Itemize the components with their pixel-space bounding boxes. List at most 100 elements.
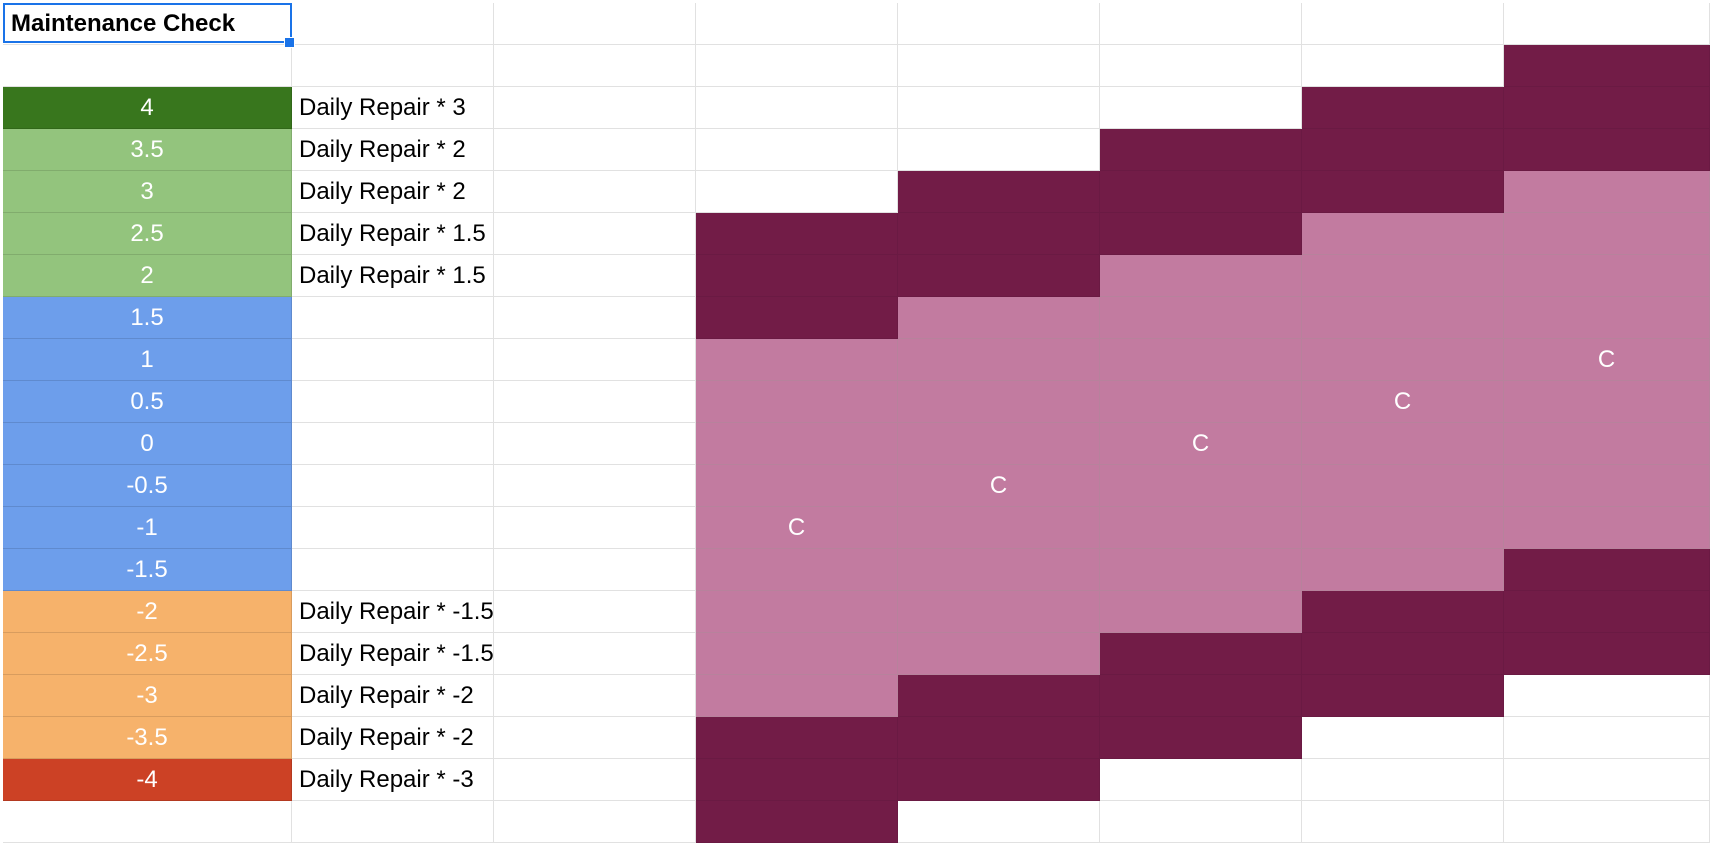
repair-formula-cell[interactable]: Daily Repair * 3 [292,87,494,129]
dark-band-cell[interactable] [1100,129,1302,171]
level-value-cell[interactable]: -1 [3,507,292,549]
repair-formula-cell[interactable]: Daily Repair * -2 [292,717,494,759]
sheet-cell[interactable] [1504,3,1710,45]
sheet-cell[interactable] [696,45,898,87]
dark-band-cell[interactable] [1100,171,1302,213]
light-band-cell[interactable] [1100,507,1302,549]
light-band-cell[interactable] [1302,507,1504,549]
dark-band-cell[interactable] [696,801,898,843]
dark-band-cell[interactable] [1302,591,1504,633]
light-band-cell[interactable] [898,297,1100,339]
light-band-cell[interactable] [1302,255,1504,297]
sheet-cell[interactable] [494,549,696,591]
light-band-cell[interactable] [1504,465,1710,507]
sheet-cell[interactable] [1302,801,1504,843]
repair-formula-cell[interactable]: Daily Repair * 1.5 [292,255,494,297]
level-value-cell[interactable]: 0 [3,423,292,465]
sheet-cell[interactable] [292,45,494,87]
sheet-cell[interactable] [494,297,696,339]
sheet-cell[interactable] [1504,759,1710,801]
marker-cell[interactable]: C [696,507,898,549]
level-value-cell[interactable]: 2 [3,255,292,297]
light-band-cell[interactable] [898,549,1100,591]
sheet-cell[interactable] [494,45,696,87]
level-value-cell[interactable]: 3 [3,171,292,213]
sheet-cell[interactable] [494,465,696,507]
repair-formula-cell[interactable]: Daily Repair * -1.5 [292,591,494,633]
light-band-cell[interactable] [696,339,898,381]
sheet-cell[interactable] [494,213,696,255]
repair-formula-cell[interactable] [292,423,494,465]
repair-formula-cell[interactable]: Daily Repair * -1.5 [292,633,494,675]
repair-formula-cell[interactable]: Daily Repair * -3 [292,759,494,801]
light-band-cell[interactable] [1504,171,1710,213]
sheet-cell[interactable] [494,171,696,213]
sheet-cell[interactable] [1302,759,1504,801]
light-band-cell[interactable] [898,339,1100,381]
level-value-cell[interactable]: 0.5 [3,381,292,423]
light-band-cell[interactable] [1504,381,1710,423]
light-band-cell[interactable] [1100,339,1302,381]
sheet-cell[interactable] [494,801,696,843]
level-value-cell[interactable]: -0.5 [3,465,292,507]
dark-band-cell[interactable] [1504,591,1710,633]
sheet-cell[interactable] [696,171,898,213]
light-band-cell[interactable] [696,591,898,633]
sheet-cell[interactable] [898,87,1100,129]
dark-band-cell[interactable] [696,297,898,339]
level-value-cell[interactable]: -3 [3,675,292,717]
light-band-cell[interactable] [1504,297,1710,339]
repair-formula-cell[interactable] [292,297,494,339]
repair-formula-cell[interactable] [292,465,494,507]
light-band-cell[interactable] [898,381,1100,423]
sheet-cell[interactable] [1100,45,1302,87]
light-band-cell[interactable] [696,633,898,675]
repair-formula-cell[interactable] [292,549,494,591]
dark-band-cell[interactable] [696,213,898,255]
sheet-cell[interactable] [898,801,1100,843]
sheet-cell[interactable] [1302,3,1504,45]
repair-formula-cell[interactable] [292,507,494,549]
sheet-cell[interactable] [494,507,696,549]
dark-band-cell[interactable] [898,171,1100,213]
repair-formula-cell[interactable] [292,381,494,423]
sheet-cell[interactable] [292,3,494,45]
sheet-cell[interactable] [1302,717,1504,759]
sheet-cell[interactable] [3,801,292,843]
dark-band-cell[interactable] [898,675,1100,717]
light-band-cell[interactable] [1100,591,1302,633]
light-band-cell[interactable] [1302,465,1504,507]
light-band-cell[interactable] [1302,297,1504,339]
sheet-cell[interactable] [494,633,696,675]
repair-formula-cell[interactable]: Daily Repair * -2 [292,675,494,717]
dark-band-cell[interactable] [1100,717,1302,759]
light-band-cell[interactable] [1302,549,1504,591]
dark-band-cell[interactable] [1302,675,1504,717]
level-value-cell[interactable]: 1 [3,339,292,381]
light-band-cell[interactable] [1504,213,1710,255]
light-band-cell[interactable] [1504,423,1710,465]
level-value-cell[interactable]: -4 [3,759,292,801]
repair-formula-cell[interactable]: Daily Repair * 1.5 [292,213,494,255]
sheet-cell[interactable] [898,45,1100,87]
marker-cell[interactable]: C [1504,339,1710,381]
light-band-cell[interactable] [1302,339,1504,381]
light-band-cell[interactable] [898,507,1100,549]
sheet-cell[interactable] [494,3,696,45]
sheet-cell[interactable] [1100,759,1302,801]
light-band-cell[interactable] [696,423,898,465]
dark-band-cell[interactable] [1100,675,1302,717]
sheet-cell[interactable] [1504,801,1710,843]
level-value-cell[interactable]: -2.5 [3,633,292,675]
light-band-cell[interactable] [1100,549,1302,591]
sheet-cell[interactable] [1302,45,1504,87]
light-band-cell[interactable] [696,549,898,591]
light-band-cell[interactable] [898,633,1100,675]
dark-band-cell[interactable] [898,759,1100,801]
sheet-cell[interactable] [1100,87,1302,129]
dark-band-cell[interactable] [1302,171,1504,213]
sheet-cell[interactable] [1504,675,1710,717]
sheet-cell[interactable] [696,3,898,45]
sheet-cell[interactable] [494,717,696,759]
sheet-cell[interactable] [898,3,1100,45]
